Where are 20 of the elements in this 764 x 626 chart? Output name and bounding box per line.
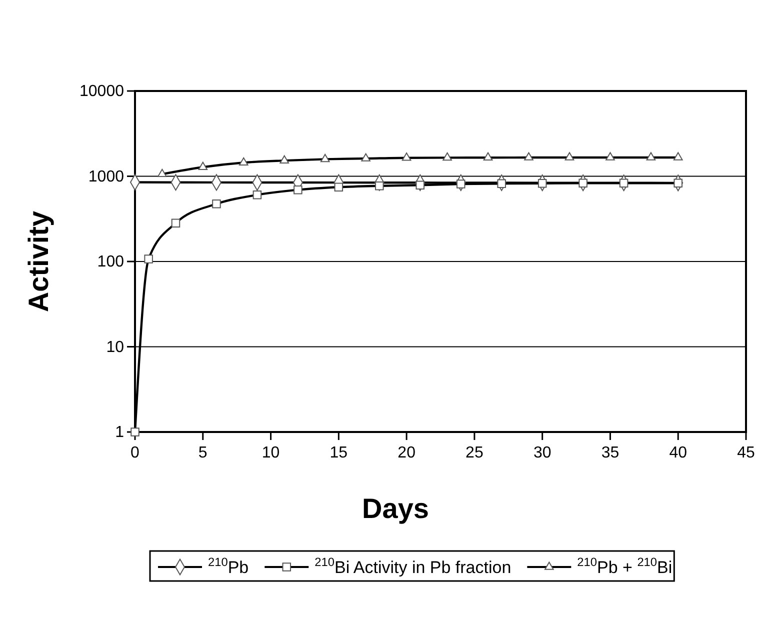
y-tick-label: 10000 <box>80 83 124 100</box>
legend-label: $^{210}$Pb + $^{210}$Bi <box>577 555 672 577</box>
x-tick-label: 20 <box>398 444 416 462</box>
y-tick-label: 100 <box>97 254 124 271</box>
x-tick-label: 40 <box>669 444 688 462</box>
x-axis-title: Days <box>362 493 429 524</box>
legend-label: $^{210}$Pb <box>208 555 249 577</box>
x-tick-label: 10 <box>262 444 280 462</box>
x-tick-label: 45 <box>737 444 755 462</box>
legend-label: $^{210}$Bi Activity in Pb fraction <box>314 555 512 577</box>
y-tick-label: 1000 <box>88 168 124 186</box>
x-tick-label: 5 <box>198 444 208 462</box>
y-tick-label: 10 <box>106 338 124 356</box>
x-tick-label: 0 <box>130 444 140 462</box>
x-tick-label: 15 <box>330 444 348 462</box>
x-tick-label: 30 <box>533 444 552 462</box>
y-tick-label: 1 <box>115 424 124 442</box>
x-tick-label: 25 <box>466 444 484 462</box>
y-axis-title: Activity <box>23 210 54 312</box>
x-tick-label: 35 <box>601 444 620 462</box>
